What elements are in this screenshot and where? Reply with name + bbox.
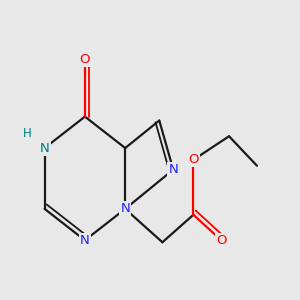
Text: N: N [120, 202, 130, 215]
Text: N: N [80, 234, 90, 247]
Text: O: O [216, 234, 226, 247]
Text: N: N [40, 142, 50, 154]
Text: O: O [80, 53, 90, 66]
Text: N: N [168, 163, 178, 176]
Text: H: H [23, 127, 32, 140]
Text: O: O [188, 153, 199, 166]
